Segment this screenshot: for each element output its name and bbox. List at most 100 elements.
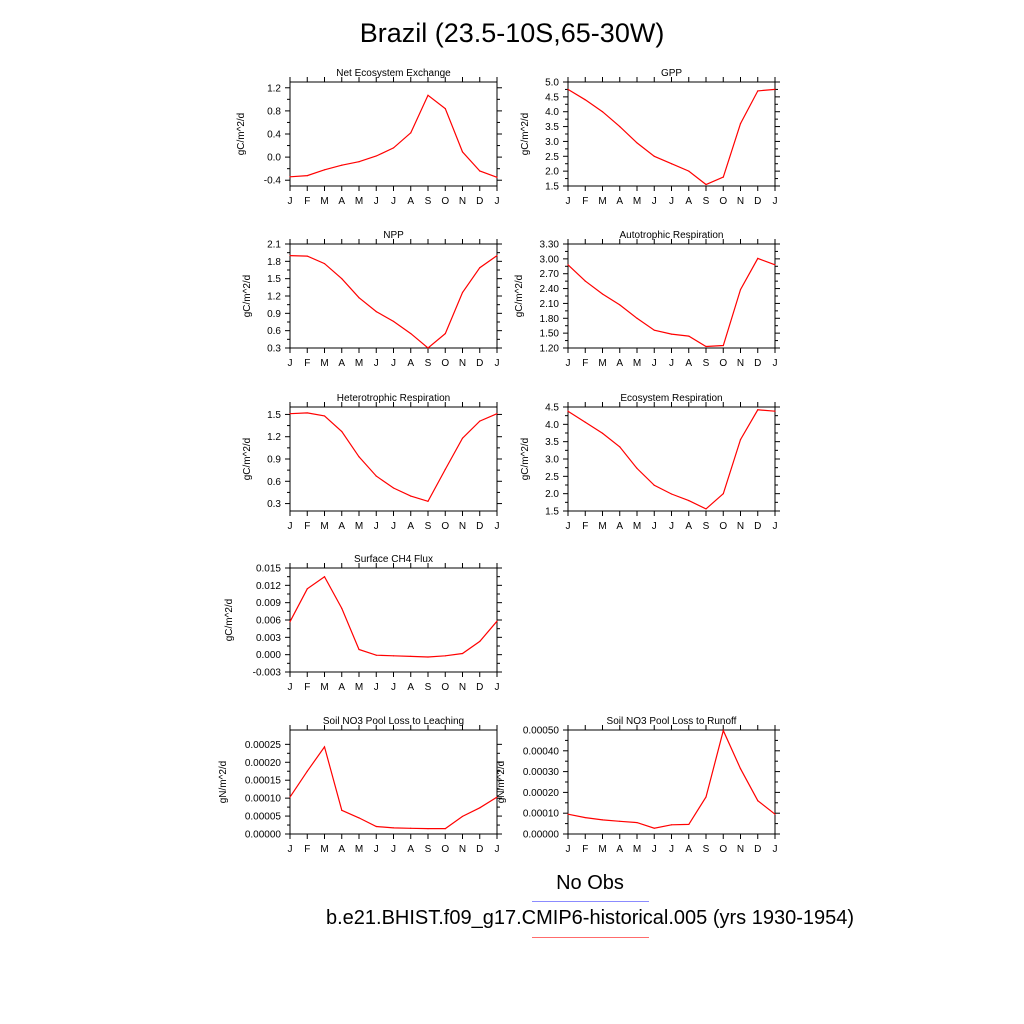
- y-tick-label: 0.00010: [523, 809, 560, 820]
- series-line: [567, 728, 776, 829]
- y-tick-label: 2.40: [540, 284, 560, 295]
- y-tick-label: 0.8: [267, 106, 281, 117]
- data-point: [444, 332, 446, 335]
- data-point: [375, 311, 377, 313]
- x-tick-label: A: [616, 196, 623, 207]
- y-tick-label: 0.00015: [245, 776, 282, 787]
- x-tick-label: J: [669, 521, 674, 532]
- data-point: [705, 508, 707, 510]
- series-line: [289, 745, 498, 830]
- x-tick-label: J: [288, 358, 293, 369]
- x-tick-label: A: [407, 521, 414, 532]
- y-tick-label: 1.5: [267, 274, 281, 285]
- data-point: [705, 183, 707, 186]
- data-point: [358, 297, 360, 299]
- x-tick-label: O: [719, 196, 727, 207]
- data-point: [358, 817, 360, 819]
- data-point: [289, 254, 291, 257]
- x-tick-label: A: [338, 682, 345, 693]
- data-point: [653, 484, 655, 486]
- x-tick-label: F: [582, 196, 588, 207]
- data-point: [427, 828, 429, 830]
- series-line: [567, 88, 776, 186]
- x-tick-label: A: [616, 844, 623, 855]
- data-point: [567, 813, 569, 815]
- x-tick-label: J: [288, 844, 293, 855]
- data-point: [584, 99, 586, 101]
- y-tick-label: 1.5: [545, 182, 559, 193]
- data-point: [496, 254, 498, 257]
- panel-title: Heterotrophic Respiration: [337, 393, 450, 404]
- data-point: [496, 176, 498, 178]
- data-point: [479, 267, 481, 269]
- y-tick-label: 1.50: [540, 329, 560, 340]
- y-tick-label: 3.30: [540, 240, 560, 251]
- data-point: [496, 796, 498, 798]
- y-tick-label: 2.5: [545, 472, 559, 483]
- x-tick-label: N: [737, 844, 744, 855]
- y-axis-label: gC/m^2/d: [224, 599, 235, 642]
- data-point: [670, 824, 673, 826]
- data-point: [688, 170, 690, 172]
- data-point: [323, 169, 326, 171]
- x-tick-label: J: [773, 521, 778, 532]
- data-point: [427, 656, 429, 658]
- data-point: [567, 264, 569, 266]
- y-tick-label: 1.2: [267, 292, 281, 303]
- x-tick-label: J: [495, 358, 500, 369]
- y-tick-label: 2.70: [540, 269, 560, 280]
- data-point: [392, 320, 395, 323]
- x-tick-label: J: [374, 844, 379, 855]
- y-tick-label: 2.0: [545, 167, 559, 178]
- x-tick-label: S: [703, 521, 710, 532]
- x-tick-label: A: [407, 358, 414, 369]
- data-point: [670, 163, 673, 165]
- data-point: [444, 655, 446, 657]
- x-tick-label: D: [754, 358, 761, 369]
- x-tick-label: A: [338, 521, 345, 532]
- data-point: [410, 132, 412, 134]
- x-tick-label: O: [441, 196, 449, 207]
- y-tick-label: 0.00025: [245, 740, 282, 751]
- y-tick-label: 2.0: [545, 489, 559, 500]
- y-tick-label: 2.5: [545, 152, 559, 163]
- x-tick-label: A: [407, 682, 414, 693]
- x-tick-label: J: [652, 196, 657, 207]
- data-point: [688, 335, 690, 337]
- x-tick-label: S: [425, 682, 432, 693]
- data-point: [410, 827, 412, 829]
- data-point: [427, 500, 429, 502]
- data-point: [688, 823, 690, 826]
- x-tick-label: J: [374, 521, 379, 532]
- data-point: [739, 438, 742, 441]
- data-point: [774, 88, 776, 91]
- x-tick-label: J: [773, 844, 778, 855]
- data-point: [341, 430, 343, 433]
- data-point: [289, 796, 291, 798]
- y-tick-label: 3.0: [545, 137, 559, 148]
- data-point: [653, 827, 655, 829]
- y-axis-label: gC/m^2/d: [236, 113, 247, 156]
- y-tick-label: 4.0: [545, 107, 559, 118]
- data-point: [444, 107, 446, 110]
- data-point: [427, 347, 429, 349]
- chart-panel-9: Soil NO3 Pool Loss to Runoff gN/m^2/d 0.00…: [496, 716, 780, 855]
- data-point: [774, 410, 776, 412]
- y-axis-label: gC/m^2/d: [520, 113, 531, 156]
- y-tick-label: 0.003: [256, 633, 281, 644]
- data-point: [323, 415, 326, 417]
- y-tick-label: 5.0: [545, 78, 559, 89]
- y-tick-label: 1.2: [267, 432, 281, 443]
- x-tick-label: F: [304, 521, 310, 532]
- x-tick-label: J: [566, 196, 571, 207]
- x-tick-label: J: [566, 521, 571, 532]
- data-point: [306, 255, 308, 257]
- x-tick-label: M: [633, 844, 641, 855]
- data-point: [392, 147, 395, 149]
- x-tick-label: N: [459, 521, 466, 532]
- data-point: [323, 576, 326, 578]
- data-point: [584, 816, 586, 819]
- y-axis-label: gN/m^2/d: [496, 761, 507, 804]
- y-tick-label: 0.6: [267, 326, 281, 337]
